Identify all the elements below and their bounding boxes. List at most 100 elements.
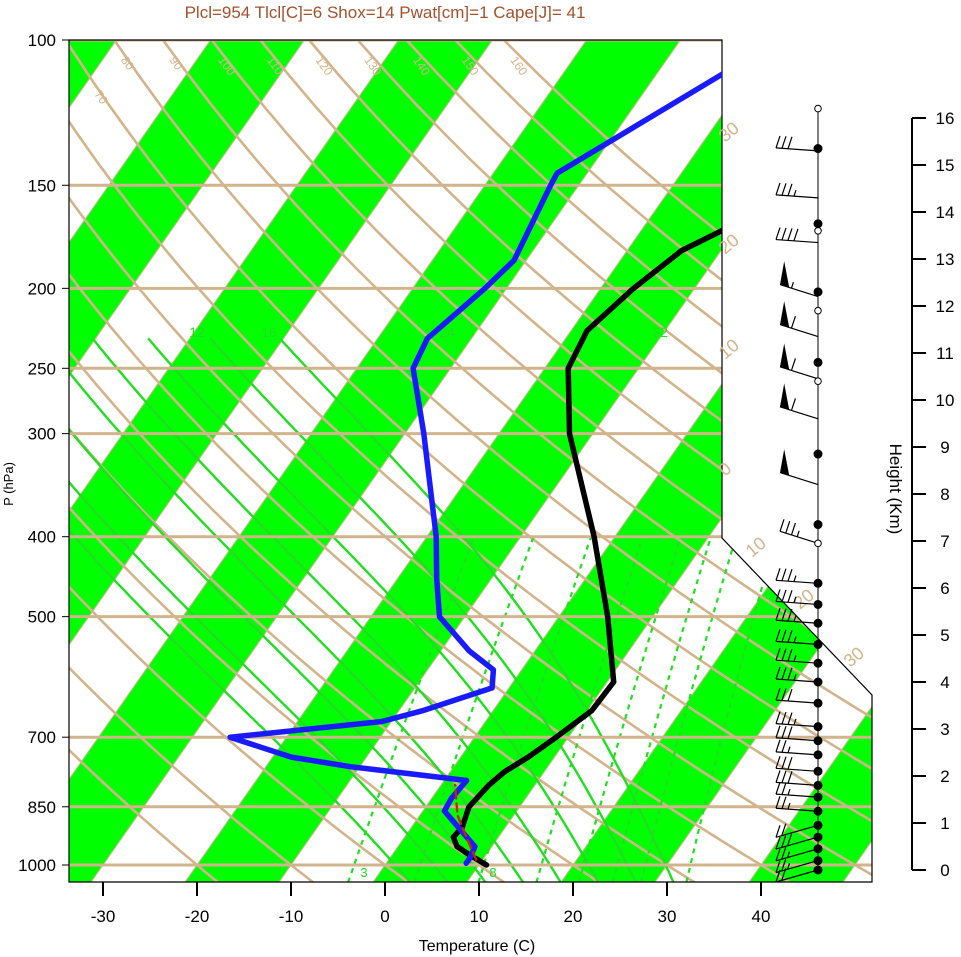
mixing-ratio-line xyxy=(413,536,535,882)
mixing-ratio-line xyxy=(535,536,644,882)
height-tick-label: 4 xyxy=(940,673,949,692)
wind-barb xyxy=(775,739,819,756)
mixing-ratio-line xyxy=(685,536,778,882)
dewpoint-line xyxy=(227,71,726,866)
height-tick-label: 8 xyxy=(940,485,949,504)
height-tick-label: 12 xyxy=(936,297,955,316)
height-tick-label: 7 xyxy=(940,532,949,551)
isotherm-line xyxy=(654,40,872,882)
dry-adiabat xyxy=(69,40,601,882)
wind-barb xyxy=(775,725,819,742)
dry-adiabat-label: -10 xyxy=(71,880,93,903)
plot-frame xyxy=(68,39,873,883)
moist-adiabat xyxy=(69,337,487,882)
chart-title: Plcl=954 Tlcl[C]=6 Shox=14 Pwat[cm]=1 Ca… xyxy=(185,3,586,22)
pressure-tick-label: 300 xyxy=(28,425,56,444)
temperature-tick-label: -20 xyxy=(185,907,210,926)
dry-adiabat-label: 20 xyxy=(71,880,90,899)
height-tick-label: 6 xyxy=(940,579,949,598)
wind-barb xyxy=(779,261,819,298)
height-dot xyxy=(813,766,823,776)
mixing-ratio-line xyxy=(577,536,682,882)
moist-adiabat xyxy=(69,337,525,882)
height-dot-open xyxy=(814,306,822,315)
temperature-tick-label: -10 xyxy=(279,907,304,926)
wind-barb xyxy=(775,847,819,862)
axes: 0102030102030100150200250300400500700850… xyxy=(18,31,868,926)
wind-barb xyxy=(775,589,819,606)
pressure-tick-label: 700 xyxy=(28,728,56,747)
dry-adiabat xyxy=(113,40,872,882)
pressure-tick-label: 1000 xyxy=(18,856,56,875)
height-dot xyxy=(813,677,823,687)
skewed-temp-label: 20 xyxy=(790,585,818,613)
temperature-tick-label: 30 xyxy=(658,907,677,926)
temperature-tick-label: -30 xyxy=(91,907,116,926)
height-dot xyxy=(813,599,823,609)
dry-adiabat-label: 90 xyxy=(167,54,186,73)
wind-barb xyxy=(775,687,819,704)
height-tick-label: 11 xyxy=(936,344,954,363)
isotherm-line xyxy=(69,40,211,882)
skewed-temp-label: 10 xyxy=(715,335,743,363)
temperature-tick-label: 0 xyxy=(380,907,389,926)
height-dot xyxy=(813,658,823,668)
height-dot xyxy=(813,792,823,802)
moist-adiabat xyxy=(278,337,675,882)
isotherm-line xyxy=(69,40,587,882)
height-dot xyxy=(813,750,823,760)
height-dot xyxy=(813,698,823,708)
moist-adiabat xyxy=(209,337,638,882)
height-dot xyxy=(813,449,823,459)
pressure-tick-label: 850 xyxy=(28,798,56,817)
dry-adiabat-label: 40 xyxy=(71,880,90,899)
temperature-tick-label: 20 xyxy=(564,907,583,926)
pressure-tick-label: 500 xyxy=(28,608,56,627)
height-tick-label: 0 xyxy=(940,861,949,880)
wind-barb xyxy=(775,781,819,798)
height-tick-label: 2 xyxy=(940,767,949,786)
dry-adiabat xyxy=(69,40,315,882)
dry-adiabat xyxy=(69,40,505,882)
dry-adiabat-label: 10 xyxy=(71,880,90,899)
dry-adiabat-label: -20 xyxy=(71,880,93,903)
height-dot xyxy=(813,736,823,746)
mixing-ratio-line xyxy=(639,536,738,882)
height-tick-label: 3 xyxy=(940,720,949,739)
dry-adiabat xyxy=(69,40,872,882)
height-tick-label: 10 xyxy=(936,391,955,410)
wind-barb xyxy=(775,608,819,624)
height-dot xyxy=(813,287,823,297)
dry-adiabat xyxy=(69,40,791,882)
wind-barb xyxy=(775,711,819,728)
height-dot xyxy=(813,722,823,732)
dry-adiabat xyxy=(69,40,696,882)
wind-barb xyxy=(775,568,819,584)
wind-barb xyxy=(779,343,819,380)
height-dot xyxy=(813,832,823,842)
wind-barb xyxy=(775,629,819,645)
height-dot-open xyxy=(814,227,822,235)
height-dot xyxy=(813,820,823,830)
moist-adiabat xyxy=(69,337,449,882)
wind-barb xyxy=(779,383,819,420)
wind-barb xyxy=(775,833,819,850)
height-dot xyxy=(813,780,823,790)
isotherm-stripe xyxy=(69,40,493,882)
height-tick-label: 13 xyxy=(936,250,955,269)
isotherm-line xyxy=(0,40,23,882)
pressure-tick-label: 100 xyxy=(28,31,56,50)
pressure-tick-label: 150 xyxy=(28,176,56,195)
pressure-tick-label: 400 xyxy=(28,528,56,547)
height-dot xyxy=(813,520,823,530)
mixing-ratio-label: 3 xyxy=(360,865,367,880)
isotherm-line xyxy=(69,40,305,882)
wind-barb xyxy=(779,519,819,544)
wind-barb xyxy=(775,858,819,874)
wind-barb xyxy=(775,666,819,683)
wind-profile xyxy=(775,104,823,883)
wind-barb xyxy=(775,182,819,199)
height-dot xyxy=(813,618,823,628)
height-dot xyxy=(813,844,823,854)
